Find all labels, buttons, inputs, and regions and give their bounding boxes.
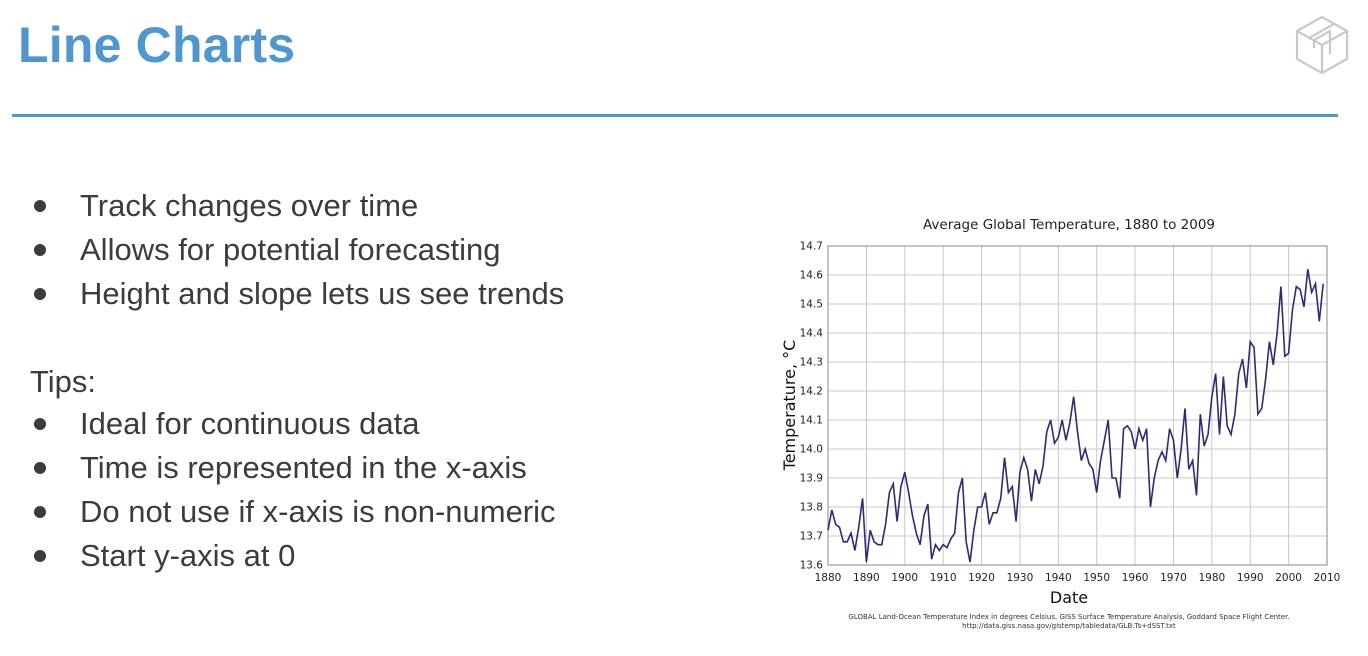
list-item: Start y-axis at 0 xyxy=(30,536,710,580)
bullet-dot xyxy=(34,462,46,474)
list-item: Time is represented in the x-axis xyxy=(30,448,710,492)
slide-title: Line Charts xyxy=(18,17,296,73)
y-tick-label: 14.4 xyxy=(800,328,824,340)
line-chart: Average Global Temperature, 1880 to 2009… xyxy=(760,200,1360,640)
bullet-dot xyxy=(34,200,46,212)
y-axis-label: Temperature, °C xyxy=(780,340,799,472)
bullet-dot xyxy=(34,506,46,518)
x-tick-label: 1880 xyxy=(815,572,842,584)
bullet-text: Height and slope lets us see trends xyxy=(80,276,565,311)
x-tick-label: 1940 xyxy=(1045,572,1072,584)
x-tick-label: 1970 xyxy=(1160,572,1187,584)
list-item: Ideal for continuous data xyxy=(30,404,710,448)
x-tick-label: 1980 xyxy=(1198,572,1225,584)
chart-svg: Average Global Temperature, 1880 to 2009… xyxy=(780,217,1341,630)
tip-text: Time is represented in the x-axis xyxy=(80,450,527,485)
list-item: Height and slope lets us see trends xyxy=(30,274,710,318)
list-item: Allows for potential forecasting xyxy=(30,230,710,274)
y-tick-label: 13.6 xyxy=(800,560,824,572)
series-line xyxy=(827,269,1324,563)
y-tick-label: 13.9 xyxy=(800,473,823,485)
x-tick-label: 1890 xyxy=(853,572,880,584)
title-divider xyxy=(12,114,1338,117)
tip-text: Ideal for continuous data xyxy=(80,406,420,441)
list-item: Track changes over time xyxy=(30,186,710,230)
chart-title: Average Global Temperature, 1880 to 2009 xyxy=(923,217,1215,233)
x-tick-label: 1930 xyxy=(1007,572,1034,584)
y-tick-label: 14.1 xyxy=(800,415,823,427)
x-tick-label: 1920 xyxy=(968,572,995,584)
bullet-dot xyxy=(34,244,46,256)
x-tick-labels: 1880 1890 1900 1910 1920 1930 1940 1950 1960 1970… xyxy=(815,572,1341,584)
tip-text: Do not use if x-axis is non-numeric xyxy=(80,494,556,529)
source-line-2: http://data.giss.nasa.gov/gistemp/tabled… xyxy=(962,622,1176,630)
y-tick-labels: 13.6 13.7 13.8 13.9 14.0 14.1 14.2 14.3 14.4 14.5… xyxy=(800,241,824,572)
x-tick-label: 1900 xyxy=(891,572,918,584)
y-tick-label: 14.2 xyxy=(800,386,823,398)
chart-grid xyxy=(827,245,1328,566)
bullet-dot xyxy=(34,550,46,562)
y-tick-label: 14.6 xyxy=(800,270,824,282)
x-tick-label: 1990 xyxy=(1237,572,1264,584)
bullet-text: Track changes over time xyxy=(80,188,419,223)
bullet-dot xyxy=(34,418,46,430)
x-tick-label: 1960 xyxy=(1122,572,1149,584)
plot-frame xyxy=(827,245,1328,566)
x-axis-label: Date xyxy=(1050,588,1088,607)
bullet-dot xyxy=(34,288,46,300)
x-tick-label: 1910 xyxy=(930,572,957,584)
x-tick-label: 1950 xyxy=(1083,572,1110,584)
y-tick-label: 13.7 xyxy=(800,531,823,543)
source-line-1: GLOBAL Land-Ocean Temperature Index in d… xyxy=(848,613,1289,621)
tip-text: Start y-axis at 0 xyxy=(80,538,296,573)
x-tick-label: 2000 xyxy=(1275,572,1302,584)
bullet-list: Track changes over time Allows for poten… xyxy=(30,186,710,580)
y-tick-label: 13.8 xyxy=(800,502,823,514)
y-tick-label: 14.0 xyxy=(800,444,823,456)
y-tick-label: 14.3 xyxy=(800,357,823,369)
list-item: Do not use if x-axis is non-numeric xyxy=(30,492,710,536)
y-tick-label: 14.5 xyxy=(800,299,823,311)
x-tick-label: 2010 xyxy=(1314,572,1341,584)
cube-logo-icon xyxy=(1295,15,1349,75)
tips-label: Tips: xyxy=(30,364,97,399)
y-tick-label: 14.7 xyxy=(800,241,823,253)
bullet-text: Allows for potential forecasting xyxy=(80,232,501,267)
